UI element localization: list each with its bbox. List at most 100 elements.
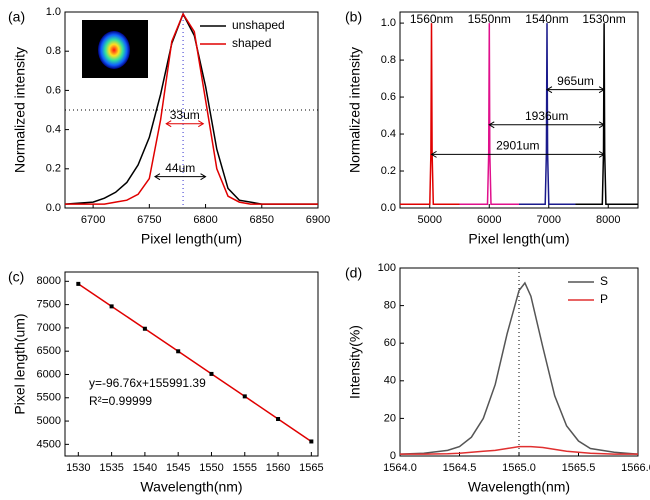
x-tick-label: 1565 (299, 462, 323, 474)
y-axis-label: Normalized intensity (347, 47, 363, 173)
arrow-head (165, 120, 205, 128)
y-tick-label: 60 (384, 337, 396, 349)
legend-label: S (600, 274, 608, 288)
series-line (519, 23, 576, 206)
peak-label: 1540nm (525, 12, 568, 26)
data-point (276, 417, 281, 422)
data-point (76, 281, 81, 286)
y-tick-label: 7000 (37, 322, 61, 334)
peak-label: 1560nm (410, 12, 453, 26)
x-tick-label: 1560 (266, 462, 290, 474)
y-tick-label: 5500 (37, 392, 61, 404)
y-tick-label: 8000 (37, 275, 61, 287)
legend-label: shaped (232, 36, 271, 50)
y-tick-label: 0.0 (46, 202, 61, 214)
x-tick-label: 1530 (66, 462, 90, 474)
x-tick-label: 1535 (99, 462, 123, 474)
y-tick-label: 4500 (37, 438, 61, 450)
x-tick-label: 7000 (537, 214, 561, 226)
x-axis-label: Wavelength(nm) (468, 479, 570, 495)
x-tick-label: 1555 (233, 462, 257, 474)
x-tick-label: 6900 (306, 214, 330, 226)
panel-label: (d) (345, 265, 362, 281)
x-tick-label: 1550 (199, 462, 223, 474)
arrow-head (153, 173, 207, 181)
data-point (242, 394, 247, 399)
beam-inset (82, 20, 148, 78)
fit-r-squared: R²=0.99999 (89, 394, 152, 408)
data-point (109, 304, 114, 309)
x-tick-label: 1565.5 (562, 462, 596, 474)
legend-label: unshaped (232, 18, 285, 32)
x-tick-label: 1564.5 (443, 462, 477, 474)
peak-label: 1530nm (582, 12, 625, 26)
x-axis-label: Pixel length(um) (141, 231, 242, 247)
series-line (399, 281, 639, 455)
y-tick-label: 0.4 (381, 128, 396, 140)
x-tick-label: 1540 (133, 462, 157, 474)
plot-frame (64, 271, 319, 457)
legend-label: P (600, 292, 608, 306)
annotation-text: 2901um (496, 139, 539, 153)
y-tick-label: 6000 (37, 368, 61, 380)
arrow-head (488, 121, 606, 129)
annotation-text: 33um (170, 108, 200, 122)
y-tick-label: 0.8 (46, 45, 61, 57)
y-tick-label: 100 (378, 262, 396, 274)
x-tick-label: 5000 (418, 214, 442, 226)
arrow-head (430, 150, 606, 158)
series-line (459, 23, 519, 206)
x-tick-label: 6750 (137, 214, 161, 226)
y-tick-label: 6500 (37, 345, 61, 357)
x-axis-label: Wavelength(nm) (140, 479, 242, 495)
y-tick-label: 80 (384, 300, 396, 312)
y-axis-label: Intensity(%) (347, 325, 363, 399)
y-tick-label: 5000 (37, 415, 61, 427)
series-line (400, 23, 460, 206)
y-tick-label: 0.2 (46, 163, 61, 175)
y-tick-label: 0.6 (46, 84, 61, 96)
y-tick-label: 40 (384, 375, 396, 387)
x-tick-label: 8000 (596, 214, 620, 226)
x-tick-label: 6000 (477, 214, 501, 226)
data-point (209, 371, 214, 376)
x-tick-label: 1565.0 (502, 462, 536, 474)
panel-label: (b) (345, 9, 362, 25)
annotation-text: 965um (557, 74, 594, 88)
y-tick-label: 1.0 (381, 17, 396, 29)
series-line (400, 445, 638, 455)
panel-label: (c) (8, 269, 24, 285)
y-tick-label: 0.6 (381, 91, 396, 103)
y-tick-label: 0.8 (381, 54, 396, 66)
y-tick-label: 7500 (37, 299, 61, 311)
panel: (c) Wavelength(nm) Pixel length(um) 1530 153… (8, 269, 324, 495)
fit-equation: y=-96.76x+155991.39 (89, 376, 206, 390)
x-tick-label: 1545 (166, 462, 190, 474)
x-axis-label: Pixel length(um) (468, 231, 569, 247)
y-tick-label: 0 (390, 450, 396, 462)
y-tick-label: 1.0 (46, 6, 61, 18)
x-tick-label: 6800 (193, 214, 217, 226)
series-line (575, 23, 638, 206)
y-tick-label: 0.4 (46, 124, 61, 136)
x-tick-label: 6850 (250, 214, 274, 226)
peak-label: 1550nm (468, 12, 511, 26)
data-point (142, 326, 147, 331)
x-tick-label: 1564.0 (383, 462, 417, 474)
data-point (176, 349, 181, 354)
series-line (77, 283, 312, 443)
y-axis-label: Pixel length(um) (12, 313, 28, 414)
y-tick-label: 0.0 (381, 202, 396, 214)
panel: (b) Pixel length(um) Normalized intensity 5… (345, 9, 639, 247)
x-tick-label: 1566.0 (621, 462, 650, 474)
x-tick-label: 6700 (81, 214, 105, 226)
annotation-text: 44um (165, 161, 195, 175)
series-line (65, 12, 318, 205)
annotation-text: 1936um (525, 109, 568, 123)
data-point (309, 439, 314, 444)
y-axis-label: Normalized intensity (12, 47, 28, 173)
arrow-head (545, 86, 606, 94)
panel-label: (a) (8, 9, 25, 25)
panel: (d) Wavelength(nm) Intensity(%) 1564.0 1564.… (345, 262, 650, 495)
